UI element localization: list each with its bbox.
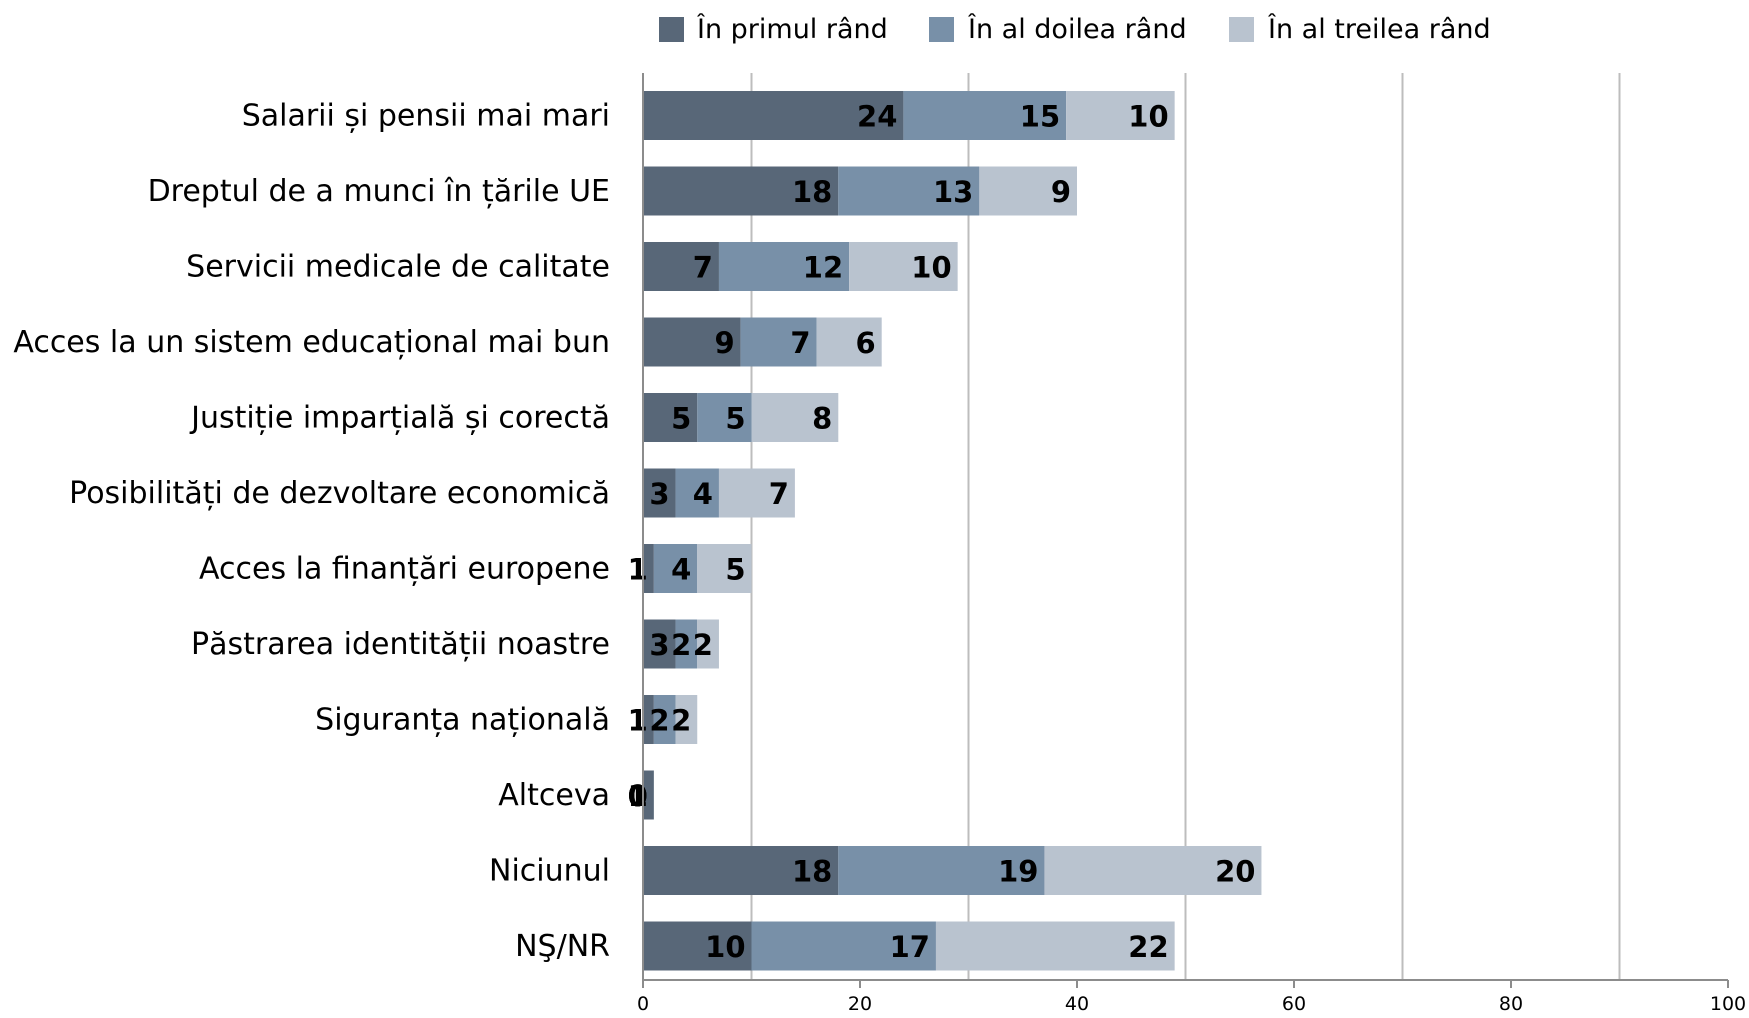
legend-swatch xyxy=(929,17,954,42)
bar-segment xyxy=(643,619,676,669)
category-label: Salarii și pensii mai mari xyxy=(242,99,610,134)
data-label: 13 xyxy=(933,175,973,209)
x-tick-label: 0 xyxy=(637,993,649,1015)
data-label: 10 xyxy=(705,930,745,964)
x-tick-label: 80 xyxy=(1499,993,1523,1015)
bar-segment xyxy=(838,166,980,216)
data-label: 3 xyxy=(649,628,669,662)
bar-segment xyxy=(935,921,1175,971)
category-label: Niciunul xyxy=(489,854,610,889)
category-label: NŞ/NR xyxy=(515,929,610,964)
data-label: 22 xyxy=(1128,930,1168,964)
bar-segment xyxy=(643,166,839,216)
data-label: 7 xyxy=(693,251,713,285)
bar-segment xyxy=(838,846,1045,895)
data-label: 5 xyxy=(725,553,745,587)
bar-segment xyxy=(643,242,719,291)
legend-swatch xyxy=(659,17,684,42)
bar-segment xyxy=(979,166,1077,216)
bar-segment xyxy=(718,242,850,291)
data-label: 5 xyxy=(671,402,691,436)
bar-segment xyxy=(675,619,698,669)
bar-segment xyxy=(751,921,936,971)
bar-segment xyxy=(643,846,839,895)
data-label: 5 xyxy=(725,402,745,436)
data-label: 2 xyxy=(671,628,691,662)
legend-label: În al doilea rând xyxy=(967,13,1187,45)
bar-segment xyxy=(903,91,1067,140)
data-label: 4 xyxy=(671,553,691,587)
data-label: 10 xyxy=(911,251,951,285)
bar-segment xyxy=(643,317,741,367)
category-label: Păstrarea identității noastre xyxy=(191,627,610,662)
data-label: 2 xyxy=(649,704,669,738)
bar-segment xyxy=(653,695,676,744)
data-label: 9 xyxy=(714,326,734,360)
legend: În primul rând În al doilea rând În al tre… xyxy=(659,13,1491,45)
bar-segment xyxy=(643,770,654,820)
data-label: 12 xyxy=(803,251,843,285)
bar-segment xyxy=(849,242,958,291)
x-axis: 0 20 40 60 80 100 xyxy=(637,73,1746,1015)
data-label: 2 xyxy=(693,628,713,662)
bar-segment xyxy=(697,544,752,593)
category-label: Servicii medicale de calitate xyxy=(186,250,610,285)
legend-swatch xyxy=(1229,17,1254,42)
data-label: 19 xyxy=(998,855,1038,889)
data-label: 3 xyxy=(649,477,669,511)
data-label: 18 xyxy=(792,175,832,209)
category-labels: Salarii și pensii mai mari Dreptul de a m… xyxy=(13,99,610,965)
data-label: 1 xyxy=(628,704,648,738)
bar-segment xyxy=(1044,846,1262,895)
category-label: Posibilități de dezvoltare economică xyxy=(69,476,610,511)
bars xyxy=(643,91,1262,971)
data-label: 8 xyxy=(812,402,832,436)
data-label: 10 xyxy=(1128,100,1168,134)
category-label: Justiție imparțială și corectă xyxy=(189,401,610,436)
bar-segment xyxy=(643,695,654,744)
x-tick-label: 100 xyxy=(1710,993,1746,1015)
bar-segment xyxy=(643,91,904,140)
category-label: Dreptul de a munci în țările UE xyxy=(148,174,610,209)
legend-label: În primul rând xyxy=(696,13,888,45)
data-label: 0 xyxy=(628,779,648,813)
bar-segment xyxy=(643,544,654,593)
bar-segment xyxy=(697,619,719,669)
data-label: 1 xyxy=(628,553,648,587)
legend-label: În al treilea rând xyxy=(1267,13,1491,45)
data-label: 2 xyxy=(671,704,691,738)
data-label: 24 xyxy=(857,100,897,134)
category-label: Acces la un sistem educațional mai bun xyxy=(13,325,610,360)
bar-segment xyxy=(675,468,719,518)
bar-segment xyxy=(643,393,698,442)
bar-segment xyxy=(740,317,817,367)
data-label: 9 xyxy=(1051,175,1071,209)
data-label: 17 xyxy=(890,930,930,964)
gridlines xyxy=(750,73,1621,980)
bar-segment xyxy=(1066,91,1175,140)
x-tick-label: 60 xyxy=(1282,993,1306,1015)
x-tick-label: 20 xyxy=(848,993,872,1015)
category-label: Siguranța națională xyxy=(315,703,610,738)
data-label: 7 xyxy=(790,326,810,360)
bar-segment xyxy=(816,317,882,367)
data-label: 15 xyxy=(1020,100,1060,134)
bar-segment xyxy=(697,393,752,442)
data-label: 20 xyxy=(1215,855,1255,889)
x-tick-label: 40 xyxy=(1065,993,1089,1015)
bar-segment xyxy=(751,393,839,442)
data-label: 6 xyxy=(856,326,876,360)
data-label: 18 xyxy=(792,855,832,889)
category-label: Acces la finanțări europene xyxy=(199,552,610,587)
bar-segment xyxy=(643,468,676,518)
bar-segment xyxy=(675,695,698,744)
bar-segment xyxy=(718,468,795,518)
category-label: Altceva xyxy=(498,778,610,813)
bar-segment xyxy=(653,544,698,593)
data-label: 7 xyxy=(769,477,789,511)
bar-segment xyxy=(643,921,752,971)
data-label: 4 xyxy=(693,477,713,511)
